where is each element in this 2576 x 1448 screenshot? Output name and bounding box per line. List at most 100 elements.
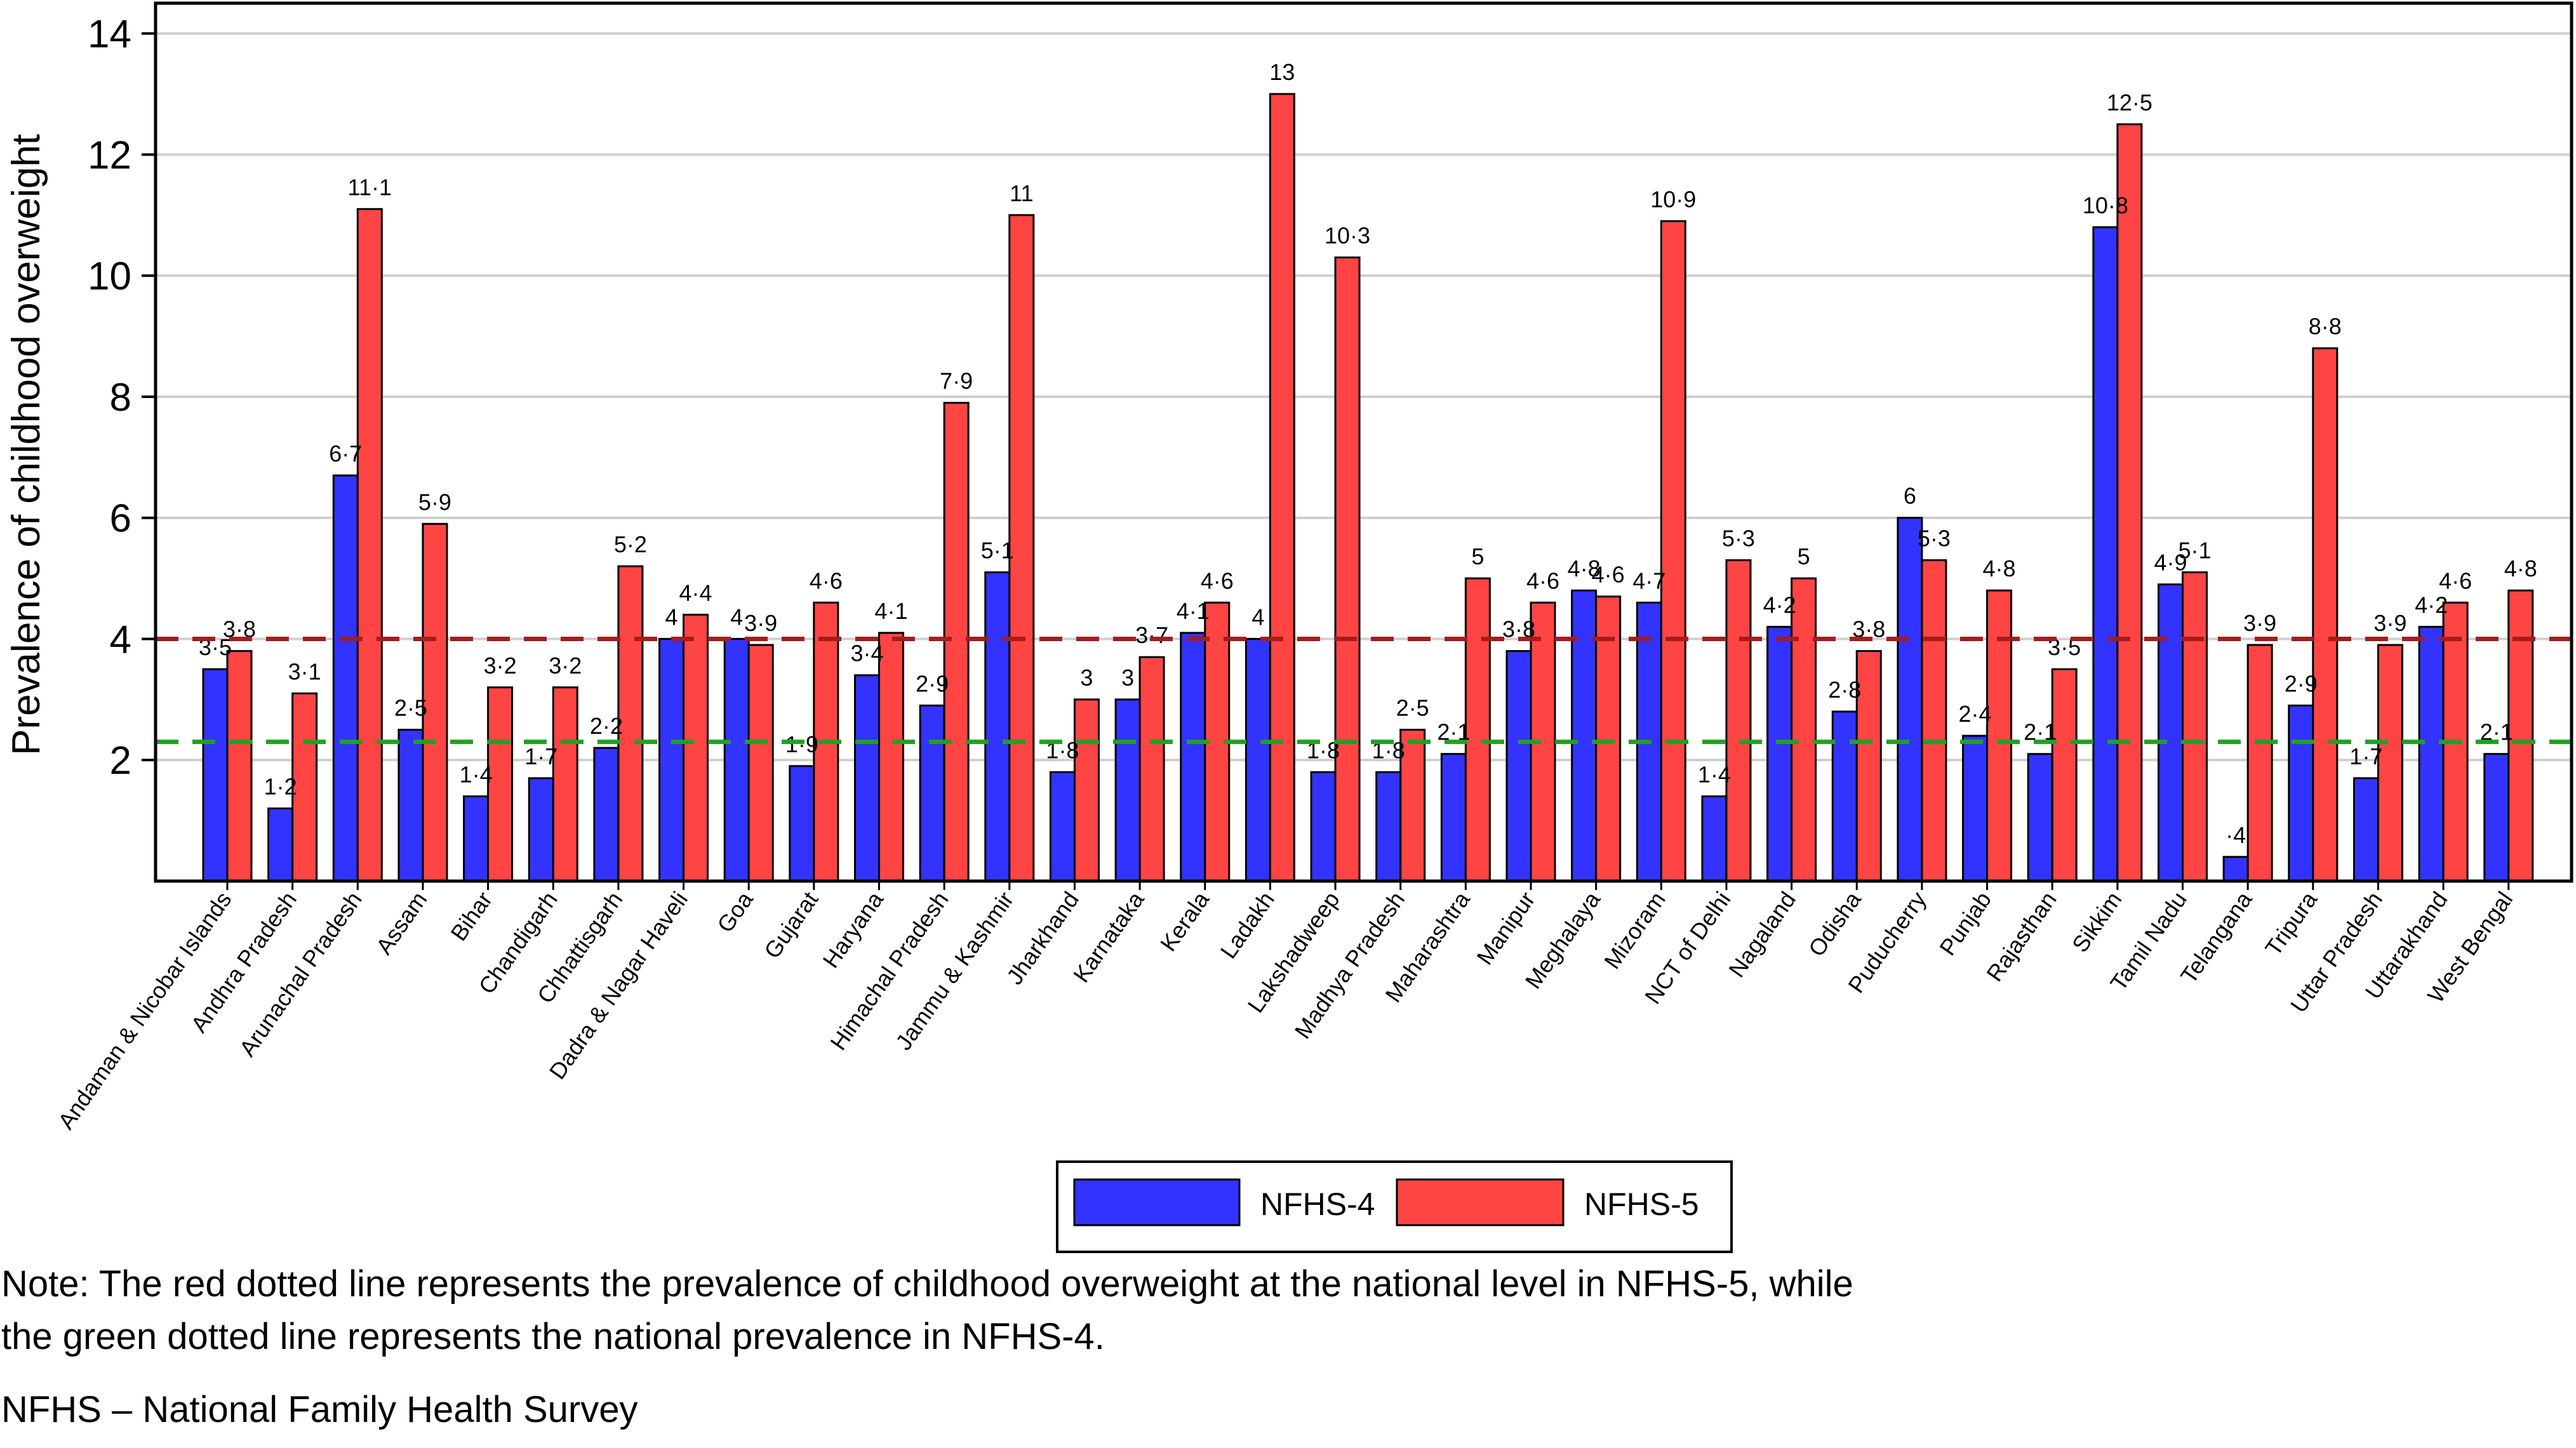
bar-nfhs4 bbox=[1049, 771, 1076, 882]
x-tick-label: Kerala bbox=[1155, 886, 1215, 956]
plot-frame bbox=[154, 1, 2573, 883]
bar-nfhs4 bbox=[593, 747, 620, 882]
data-label-nfhs5: 4·6 bbox=[1201, 568, 1234, 594]
bar-nfhs4 bbox=[1962, 734, 1989, 882]
data-label-nfhs4: 2·9 bbox=[2285, 670, 2318, 696]
data-label-nfhs4: 2·5 bbox=[394, 695, 427, 721]
data-label-nfhs4: 4·2 bbox=[2415, 592, 2448, 618]
bar-nfhs5 bbox=[1725, 559, 1752, 882]
data-label-nfhs5: 7·9 bbox=[940, 368, 973, 394]
bar-nfhs4 bbox=[267, 807, 294, 882]
bar-nfhs5 bbox=[943, 402, 970, 882]
bar-nfhs5 bbox=[1791, 577, 1817, 882]
data-label-nfhs5: 5·3 bbox=[1918, 525, 1951, 551]
bar-nfhs4 bbox=[2352, 777, 2379, 882]
bar-nfhs4 bbox=[1245, 637, 1271, 882]
bar-nfhs4 bbox=[1310, 771, 1337, 882]
bar-nfhs4 bbox=[528, 777, 554, 882]
bar-nfhs5 bbox=[1660, 220, 1686, 882]
bar-nfhs5 bbox=[1986, 589, 2013, 882]
data-label-nfhs4: 4·1 bbox=[1177, 598, 1210, 624]
data-label-nfhs5: 3·7 bbox=[1135, 622, 1168, 648]
data-label-nfhs5: 4·6 bbox=[810, 568, 843, 594]
bar-nfhs4 bbox=[2483, 753, 2510, 882]
x-tick-label: Tripura bbox=[2260, 886, 2323, 960]
data-label-nfhs4: 2·4 bbox=[1959, 701, 1992, 727]
data-label-nfhs5: 4·6 bbox=[1592, 562, 1625, 588]
bar-nfhs4 bbox=[1897, 517, 1923, 882]
bar-nfhs5 bbox=[1399, 729, 1426, 882]
data-label-nfhs5: 4·4 bbox=[679, 580, 712, 606]
data-label-nfhs4: 6 bbox=[1904, 483, 1916, 509]
data-label-nfhs5: 5 bbox=[1798, 543, 1810, 569]
bar-nfhs5 bbox=[1595, 595, 1622, 882]
bar-nfhs5 bbox=[747, 644, 774, 882]
data-label-nfhs5: 11·1 bbox=[348, 174, 392, 200]
data-label-nfhs4: 1·4 bbox=[460, 761, 493, 787]
data-label-nfhs4: 1·9 bbox=[785, 731, 818, 757]
data-label-nfhs4: 4·9 bbox=[2154, 550, 2187, 576]
bar-nfhs4 bbox=[1831, 710, 1858, 882]
data-label-nfhs5: 5·9 bbox=[418, 489, 451, 515]
x-tick-label: Assam bbox=[371, 887, 432, 959]
x-tick-label: Mizoram bbox=[1599, 887, 1671, 974]
bar-nfhs4 bbox=[1701, 795, 1728, 882]
data-label-nfhs5: 4·6 bbox=[1526, 568, 1559, 594]
data-label-nfhs5: 4·1 bbox=[874, 598, 907, 624]
bar-nfhs5 bbox=[226, 650, 253, 882]
bar-nfhs5 bbox=[1008, 214, 1035, 882]
bar-nfhs4 bbox=[2288, 704, 2314, 882]
x-tick-label: Ladakh bbox=[1215, 887, 1279, 963]
x-tick-label: Sikkim bbox=[2067, 887, 2126, 957]
bar-nfhs5 bbox=[1855, 650, 1882, 882]
bar-nfhs4 bbox=[1440, 753, 1467, 882]
data-label-nfhs5: 8·8 bbox=[2309, 314, 2342, 340]
x-tick-label: Nagaland bbox=[1723, 887, 1801, 982]
y-tick-label: 12 bbox=[88, 133, 131, 177]
data-label-nfhs5: 11 bbox=[1010, 180, 1033, 206]
bar-nfhs5 bbox=[878, 632, 904, 882]
data-label-nfhs4: 3 bbox=[1121, 665, 1134, 691]
data-label-nfhs4: 3·4 bbox=[850, 641, 883, 667]
data-label-nfhs5: 5·1 bbox=[2178, 538, 2211, 564]
bar-nfhs5 bbox=[1921, 559, 1947, 882]
bar-nfhs4 bbox=[463, 795, 490, 882]
y-tick-label: 2 bbox=[110, 739, 131, 783]
x-tick-label: Haryana bbox=[817, 886, 888, 973]
x-tick-label: Himachal Pradesh bbox=[825, 887, 953, 1054]
bar-nfhs4 bbox=[2158, 583, 2184, 882]
y-tick-label: 10 bbox=[88, 255, 131, 298]
data-label-nfhs5: 3·2 bbox=[484, 653, 517, 679]
data-label-nfhs4: 1·4 bbox=[1698, 761, 1731, 787]
bar-nfhs4 bbox=[984, 571, 1011, 882]
bar-nfhs5 bbox=[1334, 256, 1361, 882]
bar-nfhs5 bbox=[1464, 577, 1491, 882]
bar-nfhs4 bbox=[397, 729, 424, 882]
bar-nfhs5 bbox=[2246, 644, 2273, 882]
note-line-3: NFHS – National Family Health Survey bbox=[1, 1389, 638, 1430]
data-label-nfhs5: 3·9 bbox=[744, 610, 777, 636]
bar-nfhs4 bbox=[789, 765, 815, 882]
legend-swatch-nfhs5 bbox=[1396, 1178, 1565, 1226]
data-label-nfhs5: 2·5 bbox=[1396, 695, 1429, 721]
data-label-nfhs4: 5·1 bbox=[981, 538, 1014, 564]
bar-nfhs4 bbox=[1114, 698, 1141, 882]
bar-nfhs5 bbox=[2051, 668, 2078, 882]
bar-nfhs5 bbox=[487, 686, 514, 882]
data-label-nfhs4: ·4 bbox=[2226, 822, 2246, 848]
bar-nfhs5 bbox=[2312, 347, 2339, 882]
y-tick-label: 14 bbox=[88, 13, 131, 56]
bar-nfhs4 bbox=[2027, 753, 2053, 882]
data-label-nfhs5: 10·3 bbox=[1325, 223, 1370, 249]
bar-nfhs4 bbox=[658, 637, 685, 882]
data-label-nfhs4: 4 bbox=[1251, 604, 1264, 630]
bar-nfhs5 bbox=[552, 686, 578, 882]
x-tick-label: Arunachal Pradesh bbox=[234, 887, 367, 1061]
data-label-nfhs4: 6·7 bbox=[329, 441, 362, 467]
bar-nfhs4 bbox=[2222, 856, 2249, 882]
y-axis-label: Prevalence of childhood overweight bbox=[4, 134, 48, 755]
bar-nfhs4 bbox=[202, 668, 229, 882]
data-label-nfhs5: 5·3 bbox=[1722, 525, 1755, 551]
